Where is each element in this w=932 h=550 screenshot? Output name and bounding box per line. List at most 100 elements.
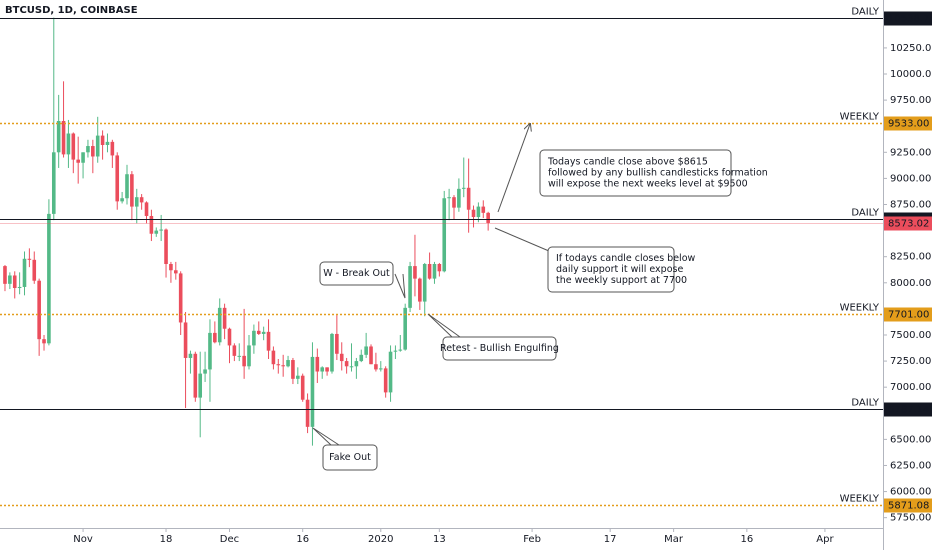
candle-body [86, 146, 90, 153]
candle-body [418, 278, 422, 302]
candle-body [369, 346, 373, 365]
candle-body [178, 273, 183, 323]
callout-box [322, 444, 378, 471]
x-tick-label: 18 [160, 534, 173, 545]
x-tick-label: Feb [523, 534, 541, 545]
level-name: WEEKLY [840, 112, 880, 123]
candle-body [364, 346, 368, 355]
candle-body [300, 375, 305, 400]
candle-body [91, 146, 95, 157]
candle-body [378, 368, 383, 370]
y-tick-label: 8750.00 [890, 199, 931, 210]
candle-body [56, 120, 61, 153]
candle-body [139, 197, 144, 203]
x-tick-label: 16 [296, 534, 309, 545]
x-tick-label: 16 [740, 534, 753, 545]
level-price-box [884, 402, 932, 417]
y-tick-label: 5750.00 [890, 513, 931, 524]
y-tick-label: 6500.00 [890, 434, 931, 445]
callout-tail [312, 427, 340, 446]
candle-body [183, 322, 188, 358]
candle-body [452, 197, 456, 208]
candle-body [154, 230, 159, 234]
x-tick-label: Apr [816, 534, 834, 545]
candle-body [339, 353, 344, 362]
candle-body [266, 331, 271, 351]
callout-text: the weekly support at 7700 [556, 275, 687, 286]
candle-body [208, 332, 212, 370]
candle-body [27, 258, 32, 260]
x-tick-label: 2020 [368, 534, 393, 545]
candle-body [286, 360, 290, 367]
y-tick-label: 7000.00 [890, 382, 931, 393]
connector [494, 227, 557, 255]
candle-body [442, 198, 447, 272]
y-tick-label: 9750.00 [890, 95, 931, 106]
y-tick-label: 6250.00 [890, 460, 931, 471]
candle-body [315, 356, 320, 372]
candle-body [198, 373, 203, 398]
callout-box [319, 261, 394, 286]
callout-box [547, 246, 675, 293]
candle-body [37, 280, 41, 340]
callout-text: daily support it will expose [556, 264, 683, 275]
candle-body [149, 215, 154, 234]
candle-body [66, 133, 71, 155]
candle-body [130, 174, 134, 207]
last-price-box [884, 216, 932, 231]
candle-body [330, 333, 334, 372]
candle-body [193, 353, 198, 398]
candle-body [256, 330, 261, 334]
candle-body [252, 330, 256, 346]
callout-text: will expose the next weeks level at $950… [548, 179, 748, 190]
candle-body [374, 364, 378, 370]
candle-body [164, 229, 168, 264]
candle-body [261, 331, 266, 334]
candle-body [61, 120, 66, 155]
candle-body [466, 187, 471, 210]
level-price-box [884, 307, 932, 322]
candle-body [476, 206, 481, 218]
candle-body [81, 152, 85, 163]
callout: Todays candle close above $8615followed … [539, 149, 768, 197]
candle-body [232, 345, 237, 356]
candle-body [481, 206, 486, 213]
candle-body [144, 202, 149, 216]
candle-body [71, 133, 76, 160]
candle-body [291, 360, 295, 379]
level-price-label: 5871.08 [888, 501, 929, 512]
candle-body [222, 307, 227, 329]
y-tick-label: 8250.00 [890, 252, 931, 263]
candle-body [115, 155, 120, 202]
candle-body [310, 356, 315, 427]
candle-body [227, 328, 232, 346]
callout-tail [394, 273, 406, 299]
level-name: WEEKLY [840, 303, 880, 314]
chart-title: BTCUSD, 1D, COINBASE [5, 5, 138, 16]
candle-body [47, 213, 51, 344]
candle-body [437, 264, 442, 272]
y-tick-label: 7250.00 [890, 356, 931, 367]
candle-body [325, 367, 329, 372]
callout-box [539, 149, 732, 197]
callout-text: Retest - Bullish Engulfing [440, 343, 559, 354]
level-name: DAILY [851, 398, 880, 409]
y-tick-label: 8000.00 [890, 278, 931, 289]
candle-body [388, 351, 393, 393]
x-tick-label: 17 [604, 534, 617, 545]
candle-body [188, 353, 193, 358]
callout: W - Break Out [319, 261, 406, 299]
callout-tail [427, 313, 461, 338]
x-tick-label: 13 [433, 534, 446, 545]
x-tick-label: Dec [220, 534, 239, 545]
candle-body [134, 197, 139, 207]
candle-body [383, 368, 388, 393]
candle-body [349, 366, 354, 368]
callout-text: followed by any bullish candlesticks for… [548, 168, 768, 179]
y-tick-label: 9250.00 [890, 147, 931, 158]
candle-body [461, 187, 466, 189]
level-price-label: 9533.00 [888, 119, 929, 130]
candle-body [413, 266, 417, 279]
